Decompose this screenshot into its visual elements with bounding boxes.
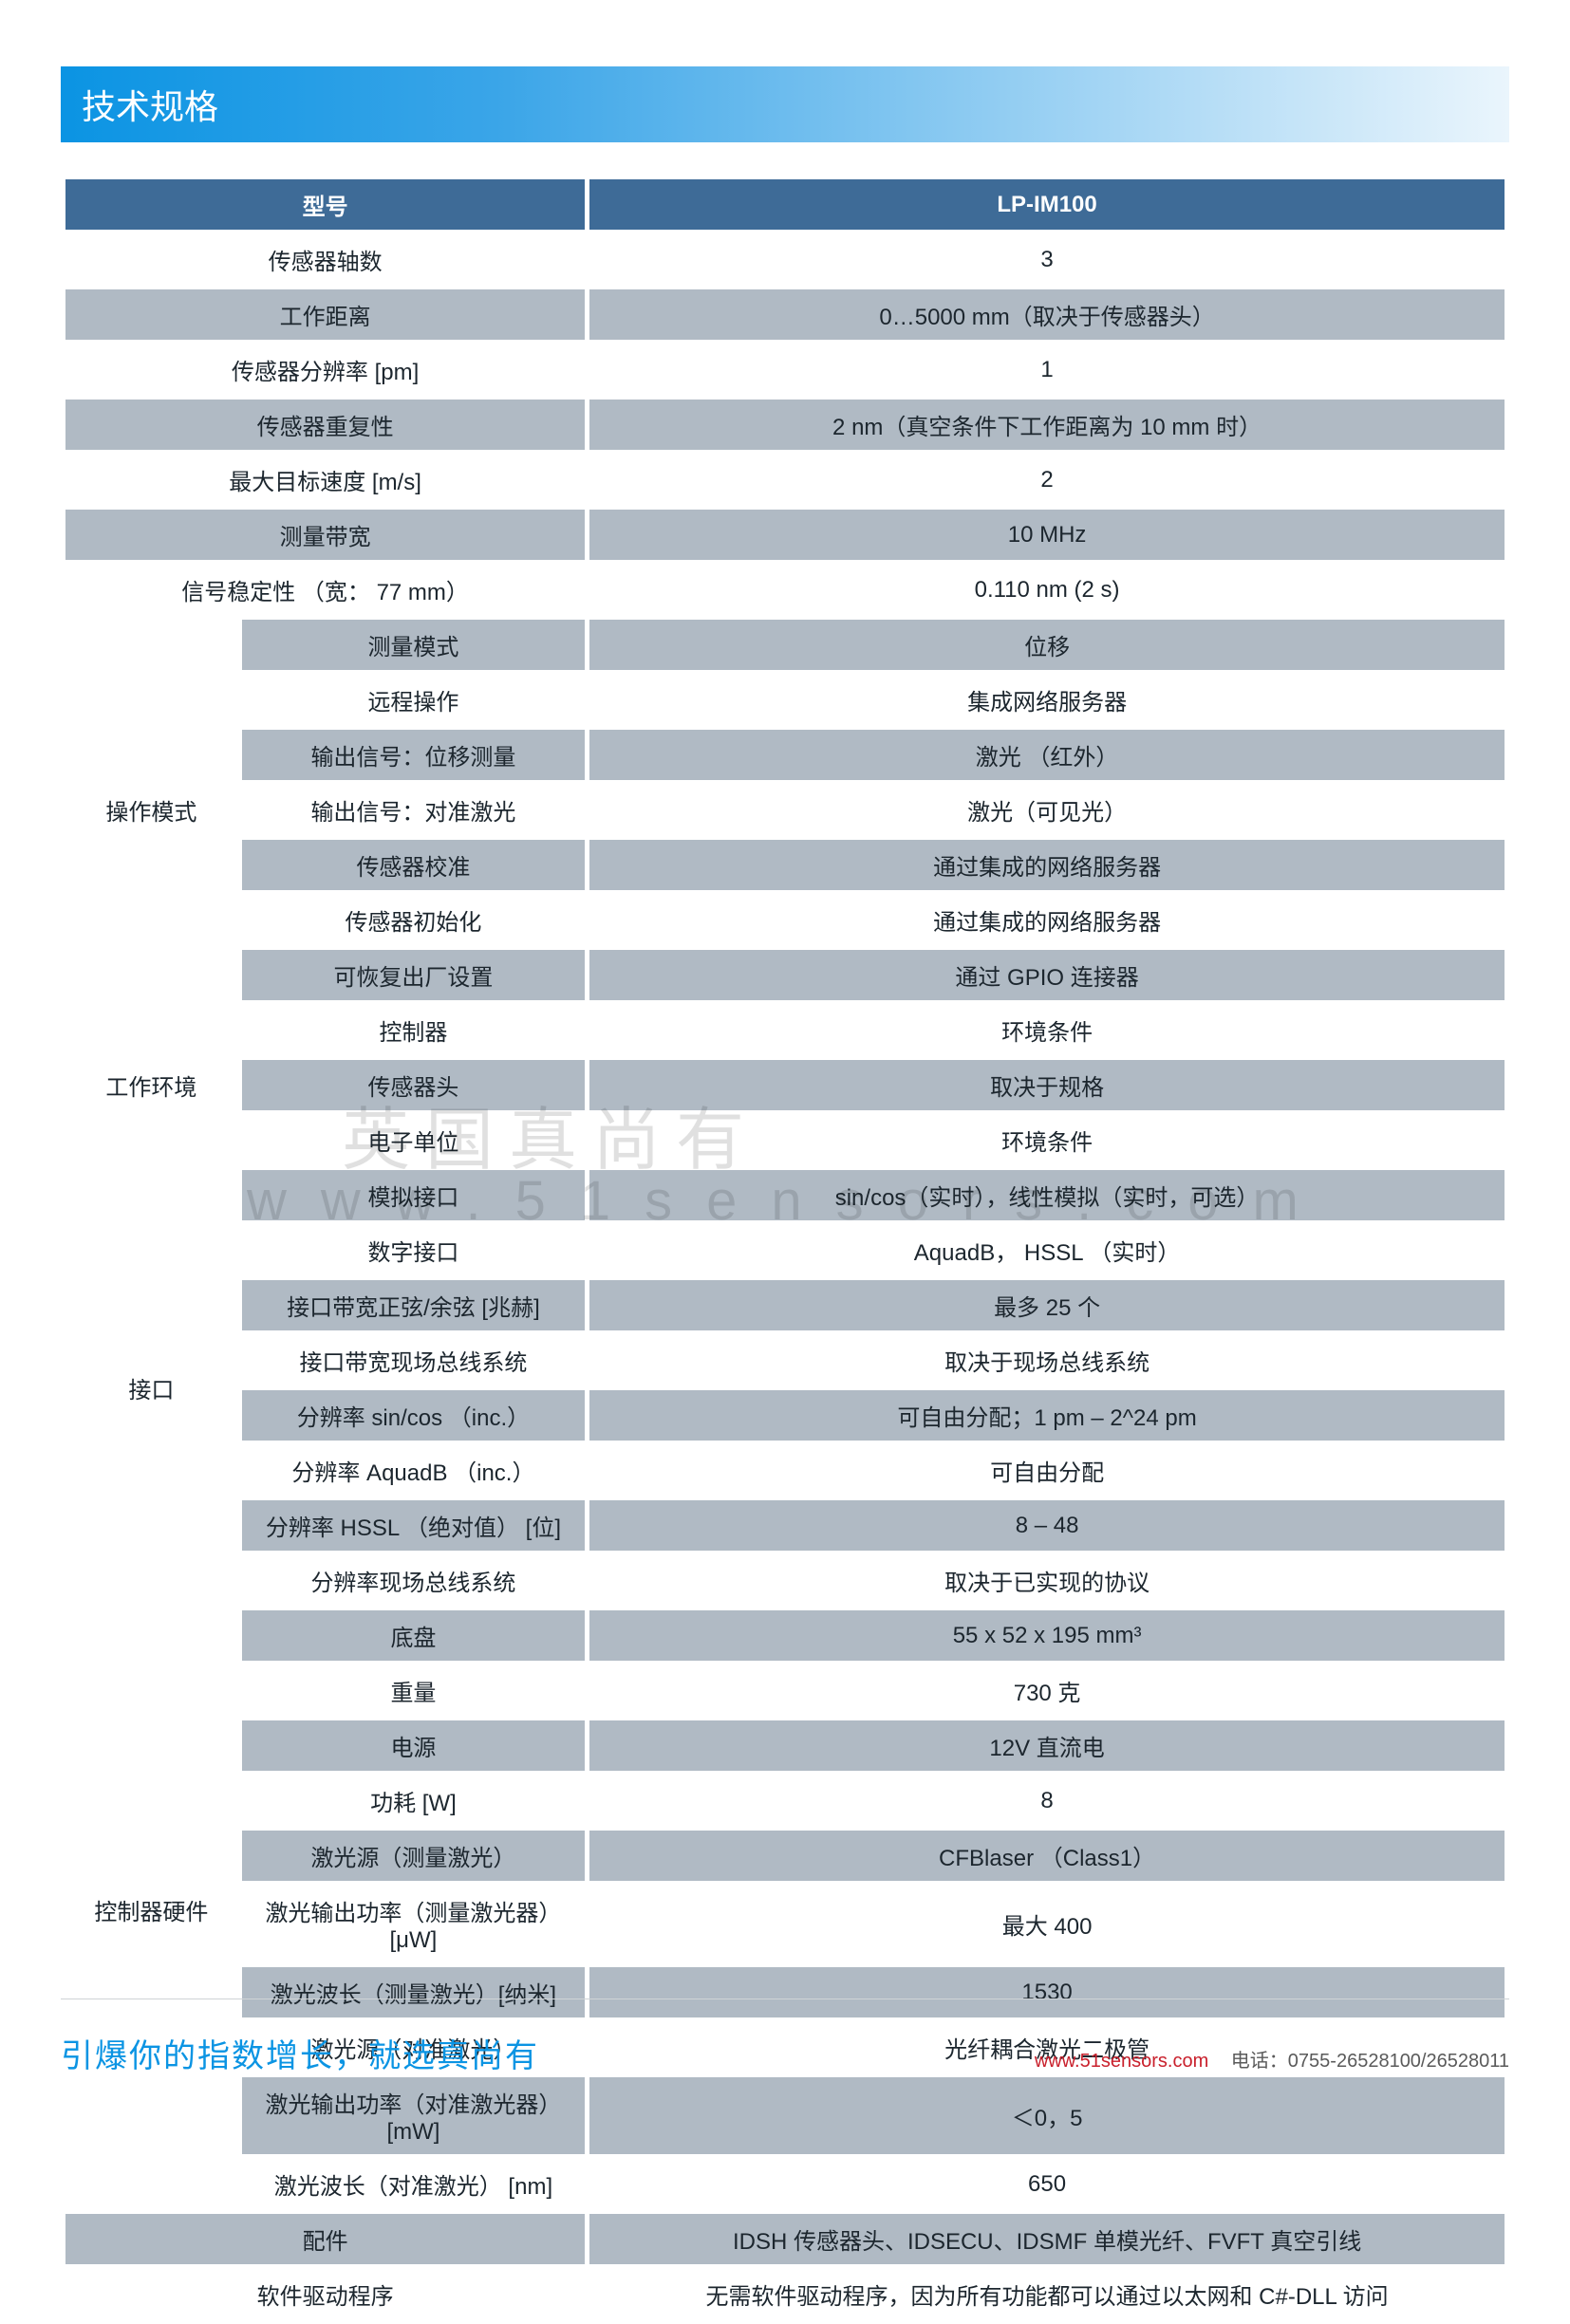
sub-label: 输出信号：对准激光 [242, 785, 585, 835]
row-label: 测量带宽 [65, 510, 585, 560]
row-label: 工作距离 [65, 289, 585, 340]
sub-label: 底盘 [242, 1610, 585, 1661]
row-value: 8 – 48 [589, 1500, 1505, 1551]
row-value: 取决于现场总线系统 [589, 1335, 1505, 1385]
sub-label: 分辨率 HSSL （绝对值） [位] [242, 1500, 585, 1551]
row-value: 激光 （红外） [589, 730, 1505, 780]
sub-label: 重量 [242, 1665, 585, 1716]
footer-url: www.51sensors.com [1035, 2051, 1208, 2072]
sub-label: 激光输出功率（测量激光器）[μW] [242, 1886, 585, 1962]
group-label: 控制器硬件 [65, 1610, 237, 2209]
row-value: 650 [589, 2159, 1505, 2209]
footer-tel: 0755-26528100/26528011 [1288, 2051, 1509, 2072]
sub-label: 接口带宽现场总线系统 [242, 1335, 585, 1385]
row-value: 集成网络服务器 [589, 675, 1505, 725]
row-value: 12V 直流电 [589, 1720, 1505, 1771]
sub-label: 激光源（测量激光） [242, 1831, 585, 1881]
footer-slogan: 引爆你的指数增长，就选真尚有 [61, 2030, 539, 2076]
sub-label: 测量模式 [242, 620, 585, 670]
row-value: 取决于已实现的协议 [589, 1555, 1505, 1606]
sub-label: 数字接口 [242, 1225, 585, 1275]
sub-label: 激光输出功率（对准激光器） [mW] [242, 2077, 585, 2154]
row-value: 激光（可见光） [589, 785, 1505, 835]
row-value: 通过集成的网络服务器 [589, 895, 1505, 945]
sub-label: 可恢复出厂设置 [242, 950, 585, 1000]
row-value: 通过集成的网络服务器 [589, 840, 1505, 890]
row-value: 最大 400 [589, 1886, 1505, 1962]
row-value: 0.110 nm (2 s) [589, 565, 1505, 615]
sub-label: 分辨率 AquadB （inc.） [242, 1445, 585, 1496]
group-label: 操作模式 [65, 620, 237, 1000]
sub-label: 模拟接口 [242, 1170, 585, 1220]
group-label: 接口 [65, 1170, 237, 1606]
sub-label: 传感器校准 [242, 840, 585, 890]
sub-label: 电源 [242, 1720, 585, 1771]
row-label: 软件驱动程序 [65, 2269, 585, 2319]
row-value: ＜0，5 [589, 2077, 1505, 2154]
row-value: 8 [589, 1776, 1505, 1826]
row-value: 取决于规格 [589, 1060, 1505, 1110]
section-title: 技术规格 [61, 66, 1509, 142]
row-value: 2 [589, 455, 1505, 505]
sub-label: 控制器 [242, 1005, 585, 1055]
row-value: 730 克 [589, 1665, 1505, 1716]
row-value: AquadB， HSSL （实时） [589, 1225, 1505, 1275]
sub-label: 激光波长（对准激光） [nm] [242, 2159, 585, 2209]
page-footer: 引爆你的指数增长，就选真尚有 www.51sensors.com 电话：0755… [61, 1999, 1509, 2076]
sub-label: 电子单位 [242, 1115, 585, 1165]
sub-label: 分辨率现场总线系统 [242, 1555, 585, 1606]
row-value: 通过 GPIO 连接器 [589, 950, 1505, 1000]
row-value: 可自由分配 [589, 1445, 1505, 1496]
sub-label: 接口带宽正弦/余弦 [兆赫] [242, 1280, 585, 1330]
sub-label: 传感器初始化 [242, 895, 585, 945]
row-value: 环境条件 [589, 1115, 1505, 1165]
sub-label: 功耗 [W] [242, 1776, 585, 1826]
row-value: 位移 [589, 620, 1505, 670]
row-label: 传感器分辨率 [pm] [65, 344, 585, 395]
row-value: 2 nm（真空条件下工作距离为 10 mm 时） [589, 400, 1505, 450]
row-value: 55 x 52 x 195 mm³ [589, 1610, 1505, 1661]
row-label: 传感器轴数 [65, 234, 585, 285]
row-value: 无需软件驱动程序，因为所有功能都可以通过以太网和 C#-DLL 访问 [589, 2269, 1505, 2319]
row-label: 传感器重复性 [65, 400, 585, 450]
row-label: 最大目标速度 [m/s] [65, 455, 585, 505]
row-value: 10 MHz [589, 510, 1505, 560]
row-value: 最多 25 个 [589, 1280, 1505, 1330]
row-value: CFBlaser （Class1） [589, 1831, 1505, 1881]
header-model-value: LP-IM100 [589, 179, 1505, 230]
row-label: 配件 [65, 2214, 585, 2264]
sub-label: 分辨率 sin/cos （inc.） [242, 1390, 585, 1441]
row-value: 3 [589, 234, 1505, 285]
sub-label: 输出信号：位移测量 [242, 730, 585, 780]
footer-contact: www.51sensors.com 电话：0755-26528100/26528… [1035, 2045, 1509, 2073]
group-label: 工作环境 [65, 1005, 237, 1165]
row-label: 信号稳定性 （宽： 77 mm） [65, 565, 585, 615]
sub-label: 传感器头 [242, 1060, 585, 1110]
row-value: 可自由分配；1 pm – 2^24 pm [589, 1390, 1505, 1441]
footer-tel-label: 电话： [1231, 2051, 1288, 2072]
header-model-label: 型号 [65, 179, 585, 230]
row-value: 0…5000 mm（取决于传感器头） [589, 289, 1505, 340]
row-value: sin/cos（实时），线性模拟（实时，可选） [589, 1170, 1505, 1220]
row-value: IDSH 传感器头、IDSECU、IDSMF 单模光纤、FVFT 真空引线 [589, 2214, 1505, 2264]
row-value: 1 [589, 344, 1505, 395]
sub-label: 远程操作 [242, 675, 585, 725]
row-value: 环境条件 [589, 1005, 1505, 1055]
